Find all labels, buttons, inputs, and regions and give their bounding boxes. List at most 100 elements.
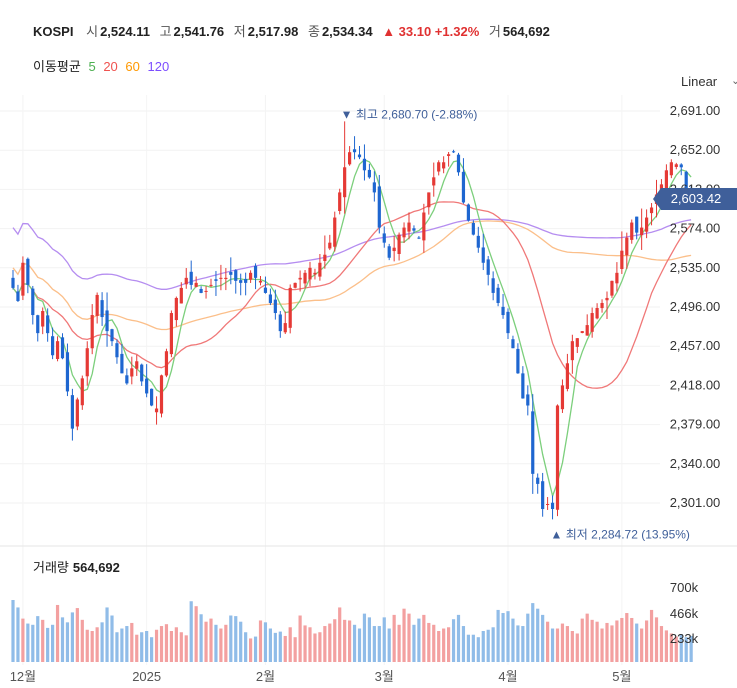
candle-body (669, 162, 673, 176)
volume-tick-label: 233k (670, 631, 699, 646)
candle-body (595, 308, 599, 319)
volume-bars (11, 600, 693, 662)
candle-body (590, 313, 594, 332)
candle-body (328, 242, 332, 249)
candle-body (244, 278, 248, 283)
candle-body (506, 311, 510, 334)
volume-bar (298, 615, 302, 662)
candle-body (125, 375, 129, 384)
moving-average-legend[interactable]: 이동평균 5 20 60 120 (33, 56, 173, 75)
candle-body (496, 287, 500, 303)
volume-bar (125, 626, 129, 662)
candle-body (65, 352, 70, 392)
extreme-markers: ▼ 최고 2,680.70 (-2.88%) ▲ 최저 2,284.72 (13.… (341, 107, 690, 541)
volume-tick-label: 466k (670, 606, 699, 621)
volume-bar (85, 629, 89, 662)
candle-body (461, 171, 466, 203)
candle-body (154, 408, 159, 413)
candle-body (536, 477, 540, 484)
volume-bar (630, 617, 634, 662)
volume-bar (367, 617, 371, 662)
volume-bar (110, 615, 114, 662)
candle-body (456, 154, 461, 173)
volume-bar (70, 612, 74, 662)
candle-body (105, 310, 109, 332)
candle-body (318, 262, 322, 277)
candle-body (531, 411, 535, 474)
volume-bar (689, 635, 693, 662)
volume-bar (115, 632, 119, 662)
candle-body (580, 331, 584, 333)
volume-bar (283, 635, 287, 662)
candle-body (348, 152, 352, 165)
volume-bar (55, 604, 60, 662)
volume-bar (179, 632, 183, 662)
candlesticks (11, 121, 693, 520)
volume-bar (466, 634, 470, 662)
candle-body (417, 237, 421, 239)
candle-body (387, 246, 391, 258)
candle-body (412, 228, 416, 231)
candle-body (555, 405, 560, 510)
scale-toggle[interactable]: Linear (681, 74, 718, 89)
candle-body (397, 234, 401, 254)
volume-bar (565, 626, 569, 662)
volume-bar (278, 631, 282, 662)
volume-bar (407, 613, 411, 662)
volume-bar (595, 621, 599, 662)
candle-body (313, 272, 317, 275)
candle-body (80, 378, 84, 406)
volume-bar (402, 608, 406, 662)
open-label: 시 (86, 24, 99, 39)
candle-body (476, 235, 480, 248)
chevron-down-icon[interactable]: ⌄ (731, 75, 737, 87)
volume-bar (506, 611, 510, 662)
volume-bar (303, 625, 307, 662)
y-tick-label: 2,457.00 (670, 338, 721, 353)
candle-body (253, 265, 258, 278)
candle-body (249, 272, 253, 280)
volume-bar (362, 613, 367, 662)
change-value: ▲ 33.10 +1.32% (382, 24, 480, 39)
candle-body (442, 162, 446, 169)
volume-bar (605, 622, 609, 662)
symbol-name: KOSPI (33, 24, 74, 39)
high-marker-label: ▼ 최고 2,680.70 (-2.88%) (341, 107, 478, 121)
high-label: 고 (159, 24, 172, 39)
volume-value: 564,692 (502, 24, 550, 39)
volume-bar (615, 620, 619, 662)
candle-body (16, 291, 20, 301)
volume-bar (679, 634, 683, 662)
volume-panel-title: 거래량 (33, 560, 69, 575)
volume-bar (26, 623, 30, 662)
candle-body (451, 151, 456, 153)
candle-body (516, 348, 520, 374)
candle-body (640, 227, 644, 236)
volume-bar (456, 614, 461, 662)
candle-body (199, 288, 203, 293)
candle-body (377, 186, 381, 228)
low-label: 저 (233, 24, 246, 39)
volume-bar (427, 622, 431, 662)
volume-bar (550, 628, 555, 662)
volume-bar (412, 624, 416, 662)
volume-bar (105, 607, 109, 662)
candle-body (184, 277, 188, 285)
volume-bar (491, 627, 495, 662)
volume-bar (130, 622, 134, 662)
candle-body (169, 313, 173, 355)
volume-bar (189, 601, 193, 662)
candle-body (447, 154, 451, 156)
volume-bar (184, 635, 188, 662)
candle-body (491, 278, 495, 293)
volume-label: 거 (488, 24, 501, 39)
volume-bar (501, 613, 505, 662)
candle-body (278, 314, 282, 332)
volume-bar (199, 614, 203, 662)
volume-bar (100, 622, 104, 662)
candle-body (46, 315, 50, 334)
candle-body (288, 287, 292, 328)
candle-body (209, 284, 213, 286)
volume-bar (377, 626, 381, 662)
